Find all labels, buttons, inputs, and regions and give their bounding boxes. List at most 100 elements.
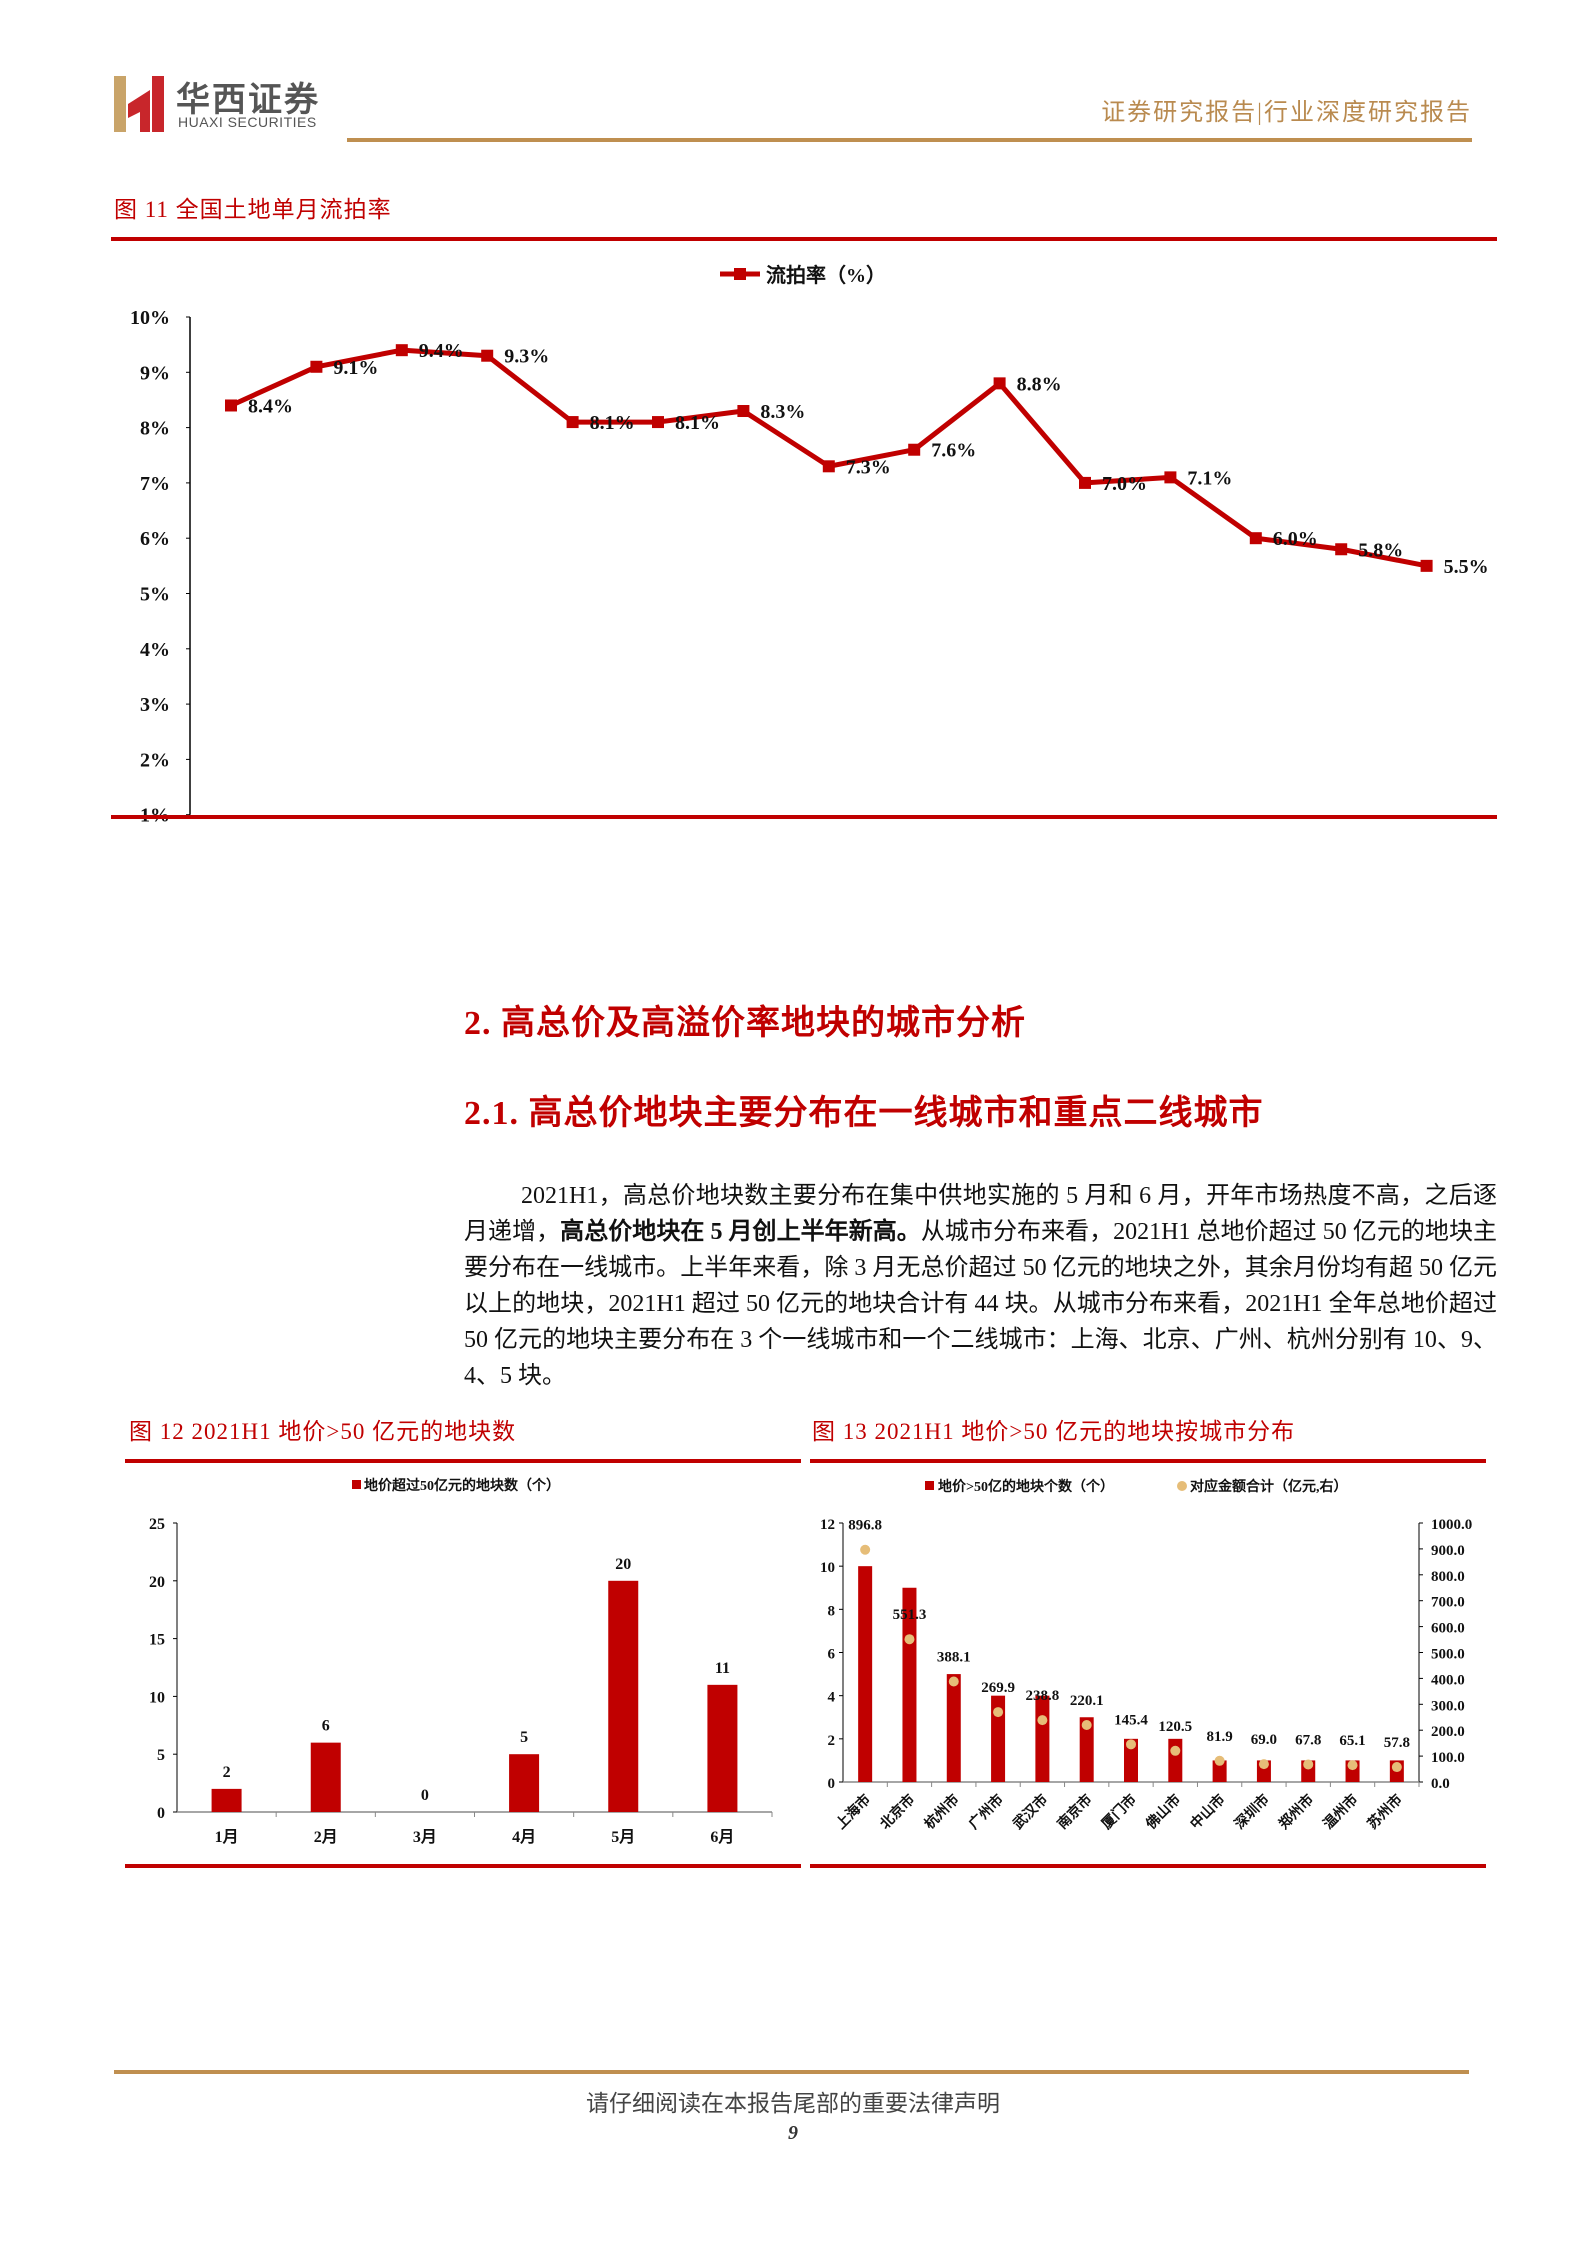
figure-11-top-rule	[111, 237, 1497, 241]
y-tick-label: 2%	[140, 749, 170, 771]
amount-dot	[1081, 1719, 1092, 1730]
y-tick-label: 5%	[140, 584, 170, 606]
data-point-marker	[1079, 476, 1091, 489]
legend-marker-icon	[734, 268, 746, 280]
legend-label: 流拍率（%）	[766, 263, 886, 287]
paragraph-bold-part: 高总价地块在 5 月创上半年新高。	[560, 1219, 921, 1245]
data-label: 8.8%	[1017, 373, 1062, 395]
amount-dot	[948, 1676, 959, 1687]
y-tick-label: 9%	[140, 362, 170, 384]
bar	[1124, 1738, 1138, 1782]
header-divider	[347, 138, 1472, 142]
y-tick-label: 10	[149, 1689, 165, 1706]
data-label: 7.3%	[846, 456, 891, 478]
data-point-marker	[1420, 559, 1433, 572]
left-y-tick-label: 0	[828, 1776, 836, 1792]
figure-13-title: 图 13 2021H1 地价>50 亿元的地块按城市分布	[812, 1419, 1296, 1444]
y-tick-label: 4%	[140, 639, 170, 661]
bar	[310, 1742, 341, 1812]
amount-dot	[1170, 1745, 1181, 1756]
left-y-tick-label: 12	[820, 1517, 835, 1533]
data-point-marker	[566, 416, 579, 429]
x-tick-label: 厦门市	[1098, 1791, 1140, 1833]
data-label: 7.1%	[1187, 467, 1232, 489]
amount-dot	[1347, 1760, 1358, 1771]
amount-data-label: 238.8	[1026, 1688, 1060, 1704]
amount-data-label: 551.3	[893, 1607, 927, 1623]
footer-divider	[114, 2070, 1469, 2074]
figure-12-title: 图 12 2021H1 地价>50 亿元的地块数	[129, 1419, 517, 1444]
figure-12-bottom-rule	[125, 1864, 801, 1868]
amount-dot	[1037, 1715, 1048, 1726]
subsection-heading: 2.1. 高总价地块主要分布在一线城市和重点二线城市	[464, 1095, 1264, 1132]
amount-dot	[904, 1634, 915, 1645]
bar-value-label: 0	[421, 1787, 429, 1804]
x-tick-label: 广州市	[965, 1791, 1007, 1833]
logo-chinese-name: 华西证券	[176, 80, 320, 120]
figure-13-top-rule	[810, 1459, 1486, 1463]
data-point-marker	[481, 349, 494, 362]
x-tick-label: 5月	[611, 1828, 635, 1846]
figure-13-bottom-rule	[810, 1864, 1486, 1868]
x-tick-label: 中山市	[1187, 1791, 1229, 1833]
amount-dot	[860, 1544, 871, 1555]
legend-label: 地价>50亿的地块个数（个）	[938, 1478, 1114, 1495]
data-label: 7.6%	[931, 440, 976, 462]
legend-dot-icon	[1177, 1481, 1187, 1491]
legend-swatch-icon	[925, 1481, 934, 1490]
y-tick-label: 5	[157, 1747, 165, 1764]
amount-dot	[1303, 1759, 1314, 1770]
right-y-tick-label: 300.0	[1431, 1698, 1465, 1714]
amount-data-label: 69.0	[1251, 1732, 1277, 1748]
legend-label: 对应金额合计（亿元,右）	[1190, 1478, 1348, 1495]
amount-data-label: 81.9	[1206, 1729, 1232, 1745]
right-y-tick-label: 400.0	[1431, 1672, 1465, 1688]
x-tick-label: 武汉市	[1009, 1791, 1051, 1833]
y-tick-label: 3%	[140, 694, 170, 716]
legend-label: 地价超过50亿元的地块数（个）	[364, 1477, 560, 1494]
bar	[1212, 1760, 1227, 1782]
data-label: 6.0%	[1273, 528, 1318, 550]
data-point-marker	[1164, 471, 1177, 484]
x-tick-label: 1月	[215, 1828, 239, 1846]
data-point-marker	[1249, 532, 1262, 545]
x-tick-label: 南京市	[1054, 1791, 1096, 1833]
paragraph-part: 2021H1，高总价地块数主要分布在集中供地实施的 5 月和 6 月，开年市场热…	[464, 1183, 1497, 1245]
figure-12-bar-chart: 地价超过50亿元的地块数（个） 0 5 10 15 20 25 2 1月 6 2月 0 3月 5 4月 20 5…	[149, 1477, 773, 1846]
amount-dot	[993, 1707, 1004, 1718]
y-tick-label: 0	[157, 1805, 165, 1822]
left-y-tick-label: 6	[828, 1647, 836, 1663]
bar	[1079, 1717, 1094, 1782]
data-label: 8.1%	[590, 412, 635, 434]
amount-data-label: 57.8	[1384, 1735, 1410, 1751]
bar	[707, 1684, 738, 1812]
left-y-tick-label: 4	[828, 1690, 836, 1706]
x-tick-label: 6月	[710, 1828, 734, 1846]
bar-value-label: 11	[715, 1660, 730, 1677]
data-label: 7.0%	[1102, 473, 1147, 495]
right-y-tick-label: 200.0	[1431, 1724, 1465, 1740]
amount-data-label: 388.1	[937, 1649, 971, 1665]
logo-english-name: HUAXI SECURITIES	[178, 114, 317, 130]
y-tick-label: 10%	[130, 307, 170, 329]
page-number: 9	[788, 2122, 798, 2144]
x-tick-label: 3月	[413, 1828, 437, 1846]
data-label: 9.1%	[333, 357, 378, 379]
x-tick-label: 郑州市	[1275, 1791, 1317, 1833]
figure-11-bottom-rule	[111, 815, 1497, 819]
amount-dot	[1214, 1755, 1225, 1766]
amount-data-label: 120.5	[1158, 1719, 1192, 1735]
paragraph-part: 从城市分布来看，2021H1 总地价超过 50 亿元的地块主要分布在一线城市。上…	[464, 1219, 1498, 1389]
y-tick-label: 20	[149, 1574, 165, 1591]
bar	[211, 1788, 242, 1812]
left-y-tick-label: 10	[820, 1560, 835, 1576]
y-tick-label: 25	[149, 1516, 165, 1533]
left-y-tick-label: 8	[828, 1603, 836, 1619]
data-point-marker	[908, 443, 921, 456]
bar-value-label: 20	[615, 1556, 631, 1573]
right-y-tick-label: 1000.0	[1431, 1517, 1472, 1533]
data-point-marker	[395, 344, 408, 357]
x-tick-label: 深圳市	[1231, 1791, 1273, 1833]
figure-11-title: 图 11 全国土地单月流拍率	[114, 197, 392, 222]
huaxi-logo-icon	[114, 76, 164, 132]
